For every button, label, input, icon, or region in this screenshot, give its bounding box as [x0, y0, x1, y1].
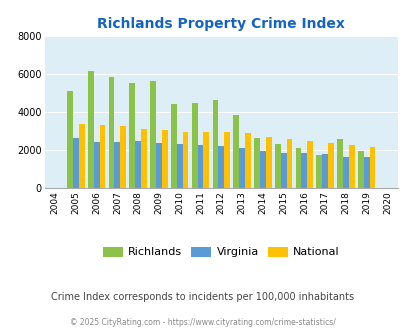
Bar: [135, 141, 141, 188]
Bar: [280, 153, 286, 188]
Bar: [162, 130, 167, 188]
Bar: [327, 143, 333, 188]
Bar: [337, 139, 342, 188]
Bar: [197, 146, 203, 188]
Bar: [224, 132, 229, 188]
Bar: [342, 157, 348, 188]
Bar: [79, 123, 84, 188]
Bar: [203, 132, 209, 188]
Bar: [315, 155, 322, 188]
Bar: [307, 141, 312, 188]
Bar: [322, 154, 327, 188]
Bar: [156, 143, 162, 188]
Bar: [295, 148, 301, 188]
Bar: [176, 145, 182, 188]
Bar: [254, 138, 259, 188]
Bar: [150, 81, 156, 188]
Text: © 2025 CityRating.com - https://www.cityrating.com/crime-statistics/: © 2025 CityRating.com - https://www.city…: [70, 318, 335, 327]
Bar: [87, 71, 94, 188]
Bar: [67, 91, 73, 188]
Bar: [73, 138, 79, 188]
Bar: [94, 142, 99, 188]
Bar: [141, 129, 147, 188]
Bar: [363, 157, 369, 188]
Bar: [233, 115, 239, 188]
Bar: [114, 142, 120, 188]
Bar: [348, 146, 354, 188]
Bar: [109, 77, 114, 188]
Bar: [265, 137, 271, 188]
Bar: [120, 126, 126, 188]
Bar: [99, 125, 105, 188]
Bar: [239, 148, 244, 188]
Legend: Richlands, Virginia, National: Richlands, Virginia, National: [98, 242, 343, 262]
Bar: [244, 133, 250, 188]
Bar: [212, 100, 218, 188]
Text: Crime Index corresponds to incidents per 100,000 inhabitants: Crime Index corresponds to incidents per…: [51, 292, 354, 302]
Bar: [182, 132, 188, 188]
Bar: [259, 151, 265, 188]
Bar: [357, 151, 363, 188]
Bar: [301, 153, 307, 188]
Bar: [286, 139, 292, 188]
Bar: [218, 147, 224, 188]
Bar: [369, 147, 375, 188]
Bar: [171, 104, 176, 188]
Title: Richlands Property Crime Index: Richlands Property Crime Index: [97, 17, 344, 31]
Bar: [129, 83, 135, 188]
Bar: [191, 103, 197, 188]
Bar: [274, 145, 280, 188]
